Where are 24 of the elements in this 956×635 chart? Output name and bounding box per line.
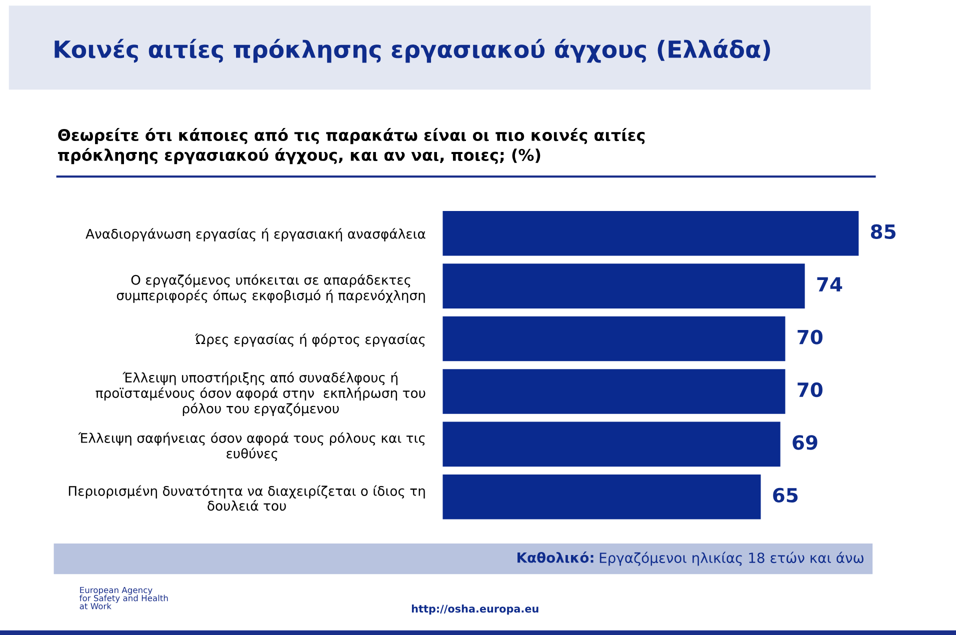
y-tick-label: Αναδιοργάνωση εργασίας ή εργασιακή ανασφάλεια [86, 228, 426, 242]
chart-title: Κοινές αιτίες πρόκλησης εργασιακού άγχους (Ελλάδα) [54, 38, 770, 63]
data-label: 69 [792, 435, 818, 450]
y-tick-label: Έλλειψη σαφήνειας όσον αφορά τους ρόλους και τις ευθύνες [78, 432, 425, 462]
bar [442, 210, 859, 256]
bar [442, 264, 805, 308]
data-label: 85 [870, 224, 896, 240]
data-label: 70 [798, 330, 822, 344]
bar [442, 316, 786, 362]
y-tick-label: Έλλειψη υποστήριξης από συναδέλφους ή προϊσταμένους όσον αφορά στην εκπλήρωση του ρόλου του εργαζόμενου [96, 372, 426, 416]
y-tick-label: Ώρες εργασίας ή φόρτος εργασίας [194, 333, 425, 347]
text: Εργαζόμενοι ηλικίας 18 ετών και άνω [600, 552, 864, 566]
data-label: 70 [798, 382, 822, 398]
y-tick-label: Περιορισμένη δυνατότητα να διαχειρίζεται ο ίδιος τη δουλειά του [68, 485, 425, 511]
y-tick-label: Ο εργαζόμενος υπόκειται σε απαράδεκτες συμπεριφορές όπως εκφοβισμό ή παρενόχληση [116, 274, 425, 303]
bar [442, 369, 786, 414]
chart-subtitle: Θεωρείτε ότι κάποιες από τις παρακάτω είναι οι πιο κοινές αιτίες πρόκλησης εργασιακού άγχους, και αν ναι, ποιες; (%) [58, 128, 645, 164]
text: Καθολικό: [518, 552, 594, 563]
text: European Agency for Safety and Health at Work [80, 586, 168, 610]
data-label: 65 [773, 488, 798, 503]
text: http://osha.europa.eu [412, 604, 538, 615]
data-label: 74 [817, 277, 842, 292]
bar [442, 474, 761, 520]
bar [442, 422, 780, 467]
